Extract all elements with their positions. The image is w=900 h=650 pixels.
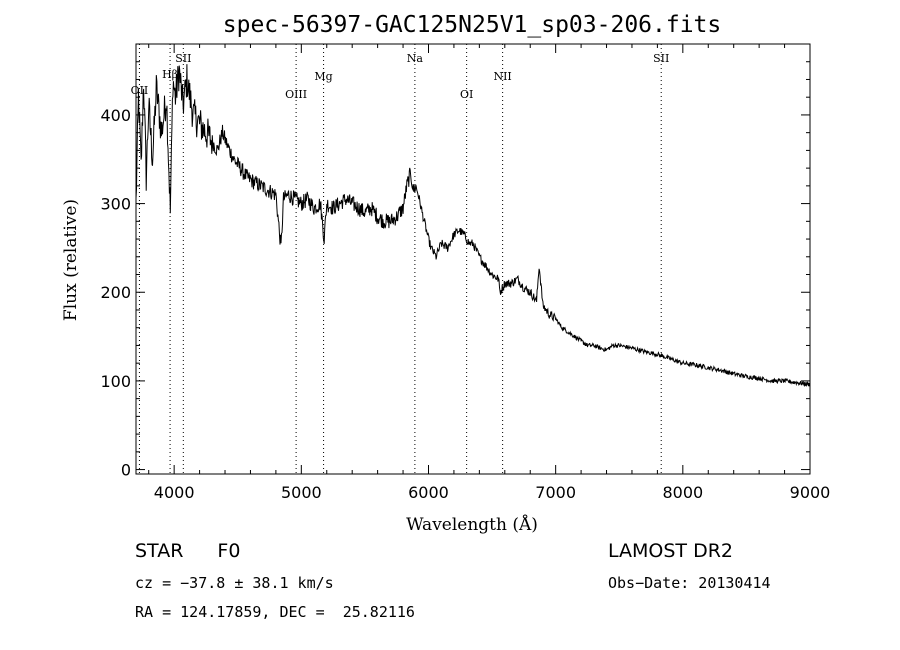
spectrum-line [135, 64, 811, 388]
y-axis-label: Flux (relative) [61, 199, 81, 321]
x-tick-label: 7000 [535, 483, 576, 502]
x-tick-label: 4000 [154, 483, 195, 502]
chart-title: spec-56397-GAC125N25V1_sp03-206.fits [223, 12, 722, 38]
emission-line-label: NII [493, 70, 511, 83]
coordinates-text: RA = 124.17859, DEC = 25.82116 [135, 603, 415, 621]
emission-line-label: OIII [285, 88, 307, 101]
emission-line-labels: OII Hβ SII OIII Mg Na OI NII SII [131, 52, 670, 101]
emission-line-label: Mg [314, 70, 332, 83]
y-tick-label: 200 [100, 283, 131, 302]
plot-frame [135, 43, 811, 475]
emission-line-label: SII [653, 52, 669, 65]
survey-label: LAMOST DR2 [608, 540, 733, 562]
emission-line-label: OII [131, 84, 149, 97]
emission-line-label: SII [175, 52, 191, 65]
emission-line-label: Na [407, 52, 424, 65]
x-tick-label: 5000 [281, 483, 322, 502]
y-tick-label: 400 [100, 106, 131, 125]
y-tick-label: 100 [100, 372, 131, 391]
emission-line-label: OI [460, 88, 473, 101]
y-axis-ticks: 0 100 200 300 400 [100, 61, 810, 480]
y-tick-label: 0 [121, 461, 131, 480]
subclass-label: F0 [217, 540, 241, 562]
x-tick-label: 6000 [408, 483, 449, 502]
emission-line-label: Hβ [162, 68, 178, 81]
x-tick-label: 8000 [662, 483, 703, 502]
emission-line-markers [138, 44, 662, 474]
obs-date-text: Obs−Date: 20130414 [608, 574, 771, 592]
spectral-class: STAR F0 [135, 540, 240, 562]
x-axis-ticks: 4000 5000 6000 7000 8000 9000 [148, 44, 831, 502]
x-axis-label: Wavelength (Å) [406, 514, 538, 535]
y-tick-label: 300 [100, 195, 131, 214]
x-tick-label: 9000 [790, 483, 831, 502]
class-label: STAR [135, 540, 184, 562]
redshift-text: cz = −37.8 ± 38.1 km/s [135, 574, 334, 592]
